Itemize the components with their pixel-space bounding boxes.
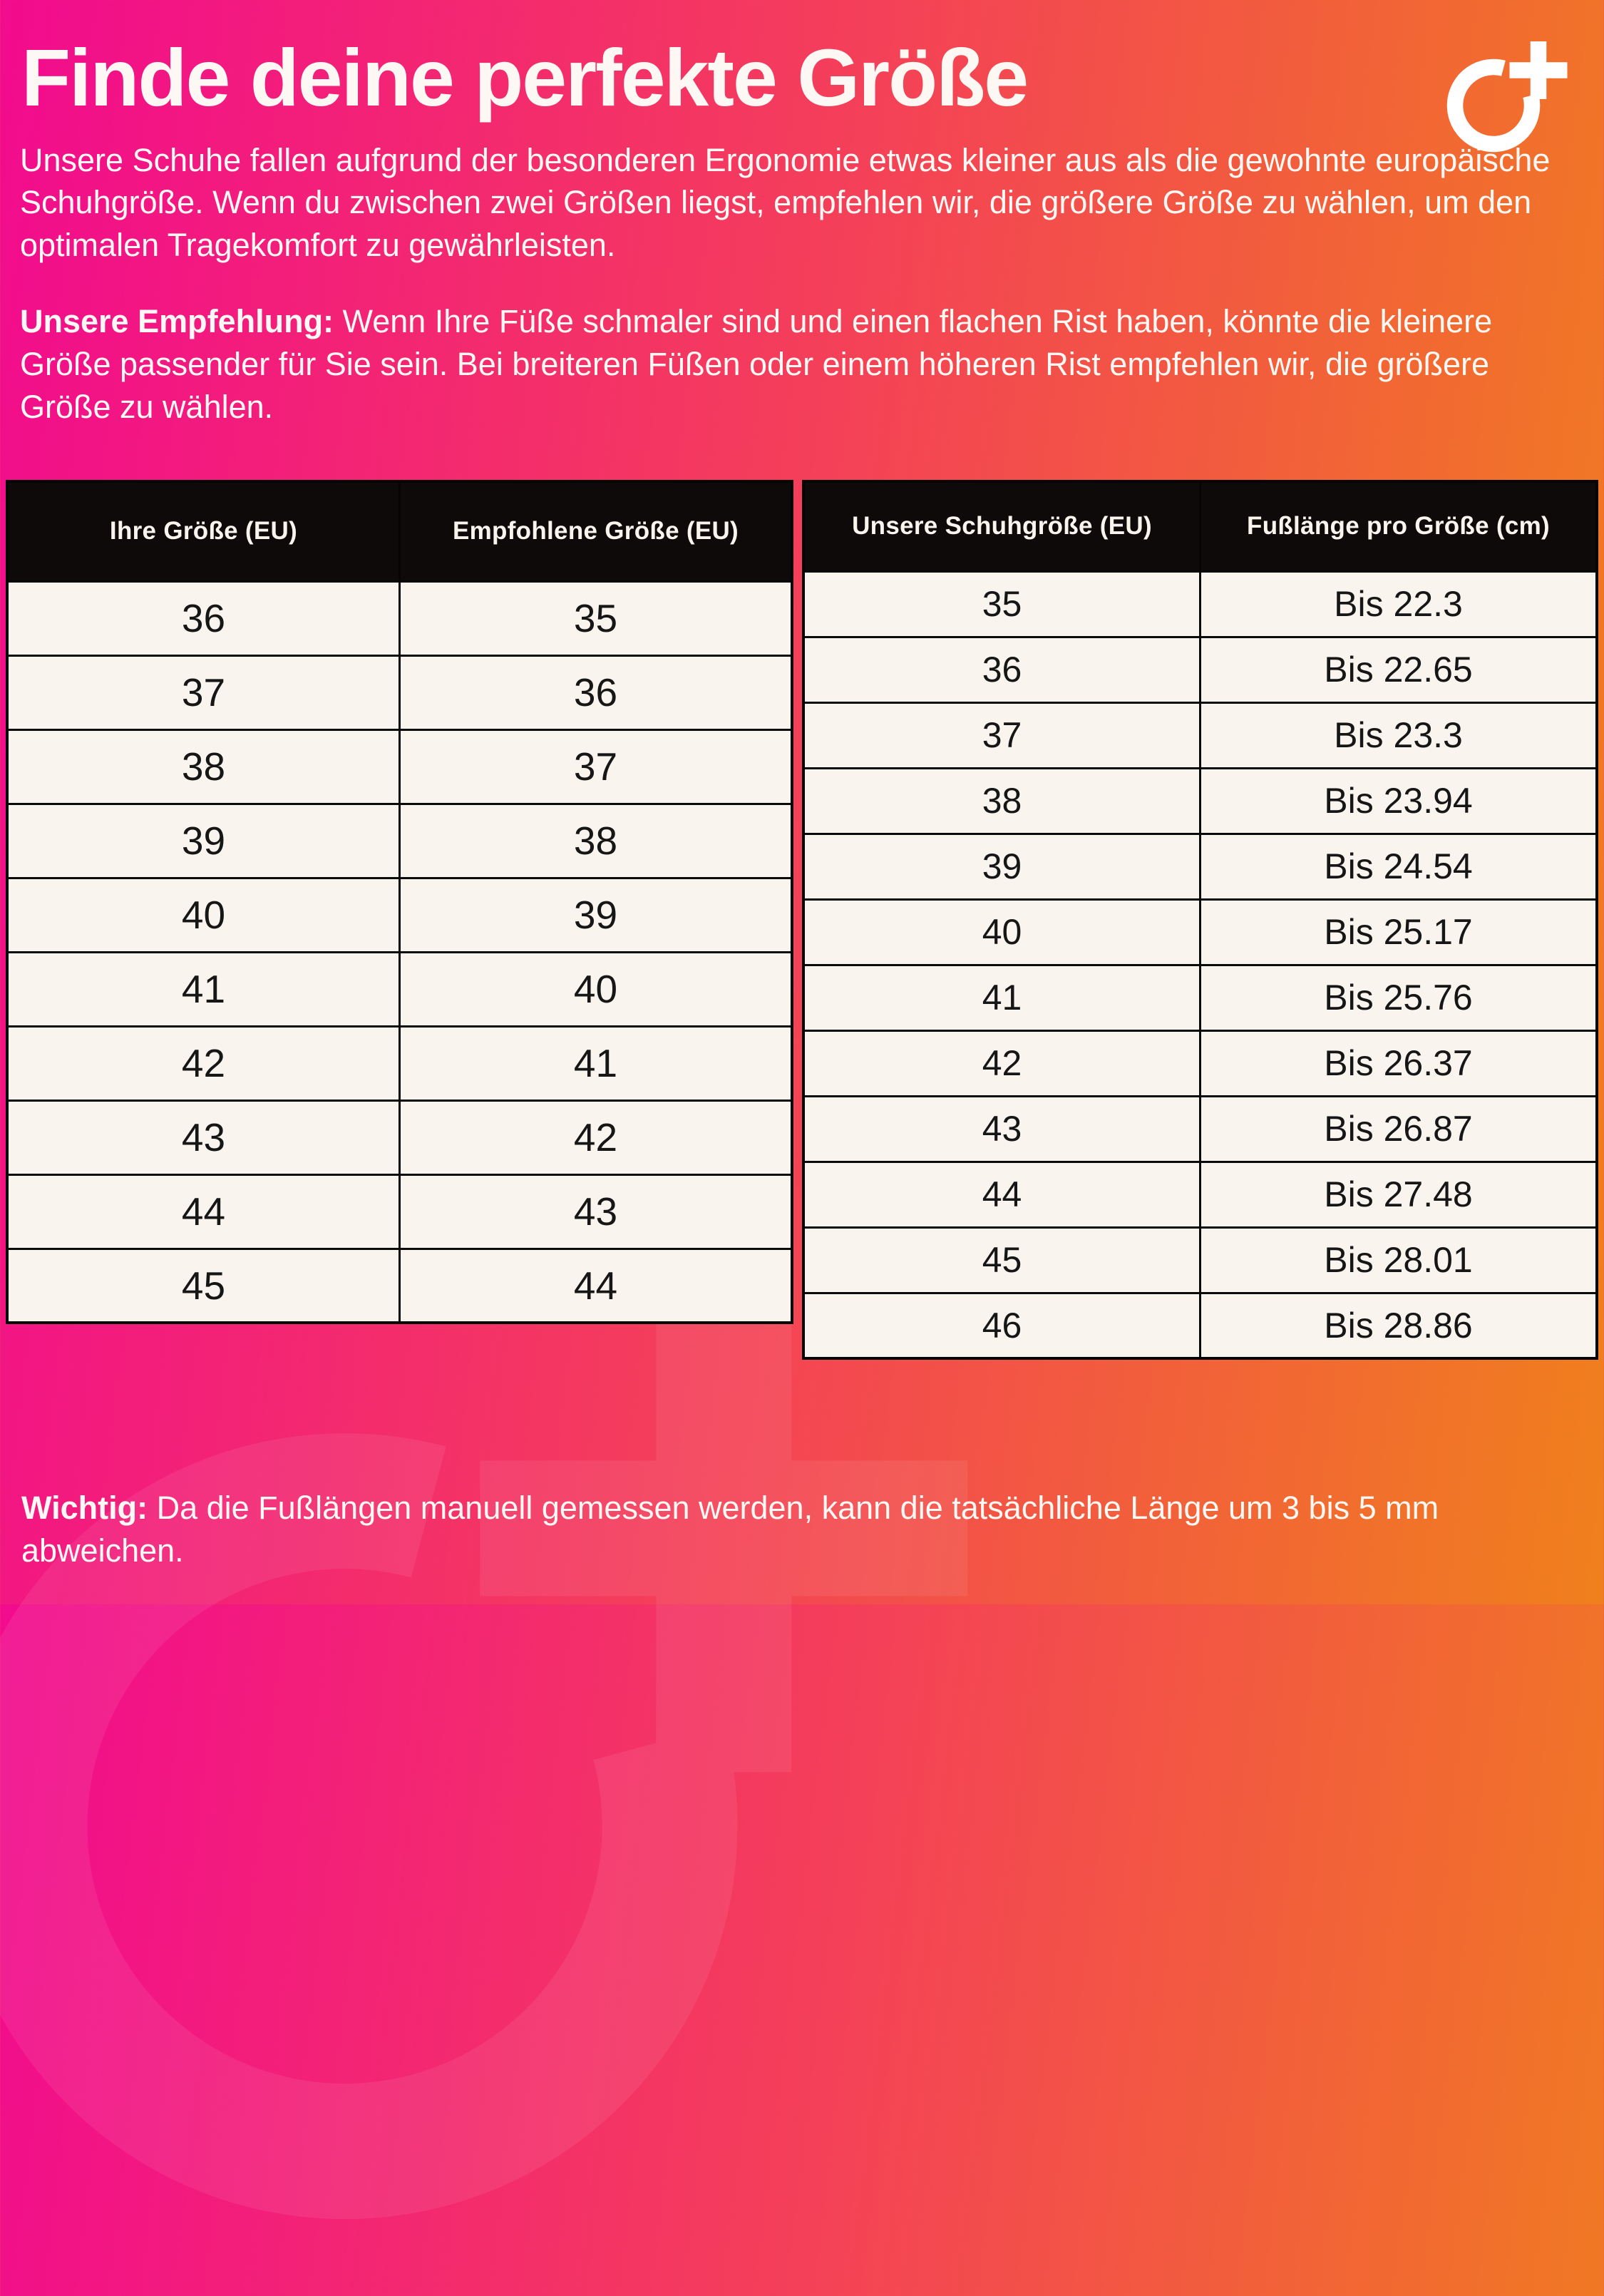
table-cell: Bis 28.01: [1199, 1226, 1598, 1294]
table-cell: Bis 22.3: [1199, 570, 1598, 638]
table-cell: 35: [399, 580, 793, 657]
table-cell: 41: [6, 950, 401, 1027]
table-cell: 35: [802, 570, 1201, 638]
table-cell: Bis 25.17: [1199, 898, 1598, 966]
table-cell: 40: [6, 876, 401, 953]
footer-note: Wichtig: Da die Fußlängen manuell gemess…: [21, 1487, 1578, 1572]
table-header-row: Ihre Größe (EU) Empfohlene Größe (EU): [6, 480, 793, 583]
table-cell: 44: [399, 1247, 793, 1324]
table-cell: Bis 24.54: [1199, 832, 1598, 901]
table-row: 41 Bis 25.76: [802, 963, 1598, 1032]
table-cell: 36: [399, 654, 793, 731]
table-cell: 46: [802, 1291, 1201, 1360]
table-cell: 40: [399, 950, 793, 1027]
page-title: Finde deine perfekte Größe: [21, 33, 1029, 123]
table-row: 38 37: [6, 728, 793, 805]
table-cell: Bis 28.86: [1199, 1291, 1598, 1360]
table-header-row: Unsere Schuhgröße (EU) Fußlänge pro Größ…: [802, 480, 1598, 573]
table-cell: 42: [399, 1099, 793, 1176]
table-cell: Bis 26.87: [1199, 1095, 1598, 1163]
table-cell: 44: [6, 1173, 401, 1250]
size-guide-infographic: Finde deine perfekte Größe Unsere Schuhe…: [6, 33, 1598, 1572]
table-cell: 42: [802, 1029, 1201, 1097]
table-row: 35 Bis 22.3: [802, 570, 1598, 638]
table-cell: 38: [6, 728, 401, 805]
table-row: 42 41: [6, 1025, 793, 1102]
tables-section: Ihre Größe (EU) Empfohlene Größe (EU) 36…: [6, 480, 1598, 1360]
table-cell: 42: [6, 1025, 401, 1102]
table-row: 37 36: [6, 654, 793, 731]
table-cell: 45: [802, 1226, 1201, 1294]
table-row: 44 43: [6, 1173, 793, 1250]
table-cell: 40: [802, 898, 1201, 966]
table-row: 40 Bis 25.17: [802, 898, 1598, 966]
table-row: 36 Bis 22.65: [802, 635, 1598, 704]
table-row: 44 Bis 27.48: [802, 1160, 1598, 1229]
table-cell: 41: [802, 963, 1201, 1032]
table-cell: 37: [399, 728, 793, 805]
table-row: 46 Bis 28.86: [802, 1291, 1598, 1360]
table-cell: Bis 23.94: [1199, 767, 1598, 835]
table-cell: 43: [399, 1173, 793, 1250]
table-cell: 38: [399, 802, 793, 879]
footer-note-text: Da die Fußlängen manuell gemessen werden…: [21, 1490, 1439, 1569]
intro-paragraph: Unsere Schuhe fallen aufgrund der besond…: [20, 141, 1551, 264]
table-cell: 39: [6, 802, 401, 879]
column-header-your-size-eu: Ihre Größe (EU): [6, 480, 401, 583]
column-header-recommended-size-eu: Empfohlene Größe (EU): [399, 480, 793, 583]
table-row: 45 Bis 28.01: [802, 1226, 1598, 1294]
recommendation-text: Wenn Ihre Füße schmaler sind und einen f…: [20, 303, 1493, 425]
column-header-foot-length-cm: Fußlänge pro Größe (cm): [1199, 480, 1598, 573]
table-cell: 39: [802, 832, 1201, 901]
table-cell: 36: [802, 635, 1201, 704]
table-cell: 39: [399, 876, 793, 953]
size-conversion-table-header: Ihre Größe (EU) Empfohlene Größe (EU): [6, 480, 793, 583]
table-row: 42 Bis 26.37: [802, 1029, 1598, 1097]
table-cell: 37: [802, 701, 1201, 769]
table-row: 36 35: [6, 580, 793, 657]
table-row: 38 Bis 23.94: [802, 767, 1598, 835]
table-cell: 44: [802, 1160, 1201, 1229]
recommendation-label: Unsere Empfehlung:: [20, 303, 334, 340]
table-row: 39 38: [6, 802, 793, 879]
table-cell: Bis 26.37: [1199, 1029, 1598, 1097]
table-row: 40 39: [6, 876, 793, 953]
table-cell: 45: [6, 1247, 401, 1324]
table-cell: 43: [6, 1099, 401, 1176]
table-cell: Bis 27.48: [1199, 1160, 1598, 1229]
table-row: 43 42: [6, 1099, 793, 1176]
table-cell: 36: [6, 580, 401, 657]
table-row: 41 40: [6, 950, 793, 1027]
table-row: 45 44: [6, 1247, 793, 1324]
circle-plus-logo-icon: [1446, 41, 1568, 153]
size-conversion-table: Ihre Größe (EU) Empfohlene Größe (EU) 36…: [6, 480, 793, 1324]
table-cell: Bis 22.65: [1199, 635, 1598, 704]
foot-length-table-header: Unsere Schuhgröße (EU) Fußlänge pro Größ…: [802, 480, 1598, 573]
table-row: 37 Bis 23.3: [802, 701, 1598, 769]
column-header-our-shoe-size-eu: Unsere Schuhgröße (EU): [802, 480, 1201, 573]
table-cell: 37: [6, 654, 401, 731]
table-row: 39 Bis 24.54: [802, 832, 1598, 901]
table-cell: Bis 25.76: [1199, 963, 1598, 1032]
foot-length-table: Unsere Schuhgröße (EU) Fußlänge pro Größ…: [802, 480, 1598, 1360]
table-cell: 38: [802, 767, 1201, 835]
foot-length-table-body: 35 Bis 22.3 36 Bis 22.65 37 Bis 23.3 38 Bis 23.…: [802, 570, 1598, 1360]
size-conversion-table-body: 36 35 37 36 38 37 39 38 40 39 41 40 42 41 43 42 44 43 45 44: [6, 580, 793, 1324]
recommendation-paragraph: Unsere Empfehlung: Wenn Ihre Füße schmal…: [20, 300, 1584, 429]
table-cell: 43: [802, 1095, 1201, 1163]
footer-note-label: Wichtig:: [21, 1490, 148, 1526]
table-row: 43 Bis 26.87: [802, 1095, 1598, 1163]
table-cell: Bis 23.3: [1199, 701, 1598, 769]
table-cell: 41: [399, 1025, 793, 1102]
